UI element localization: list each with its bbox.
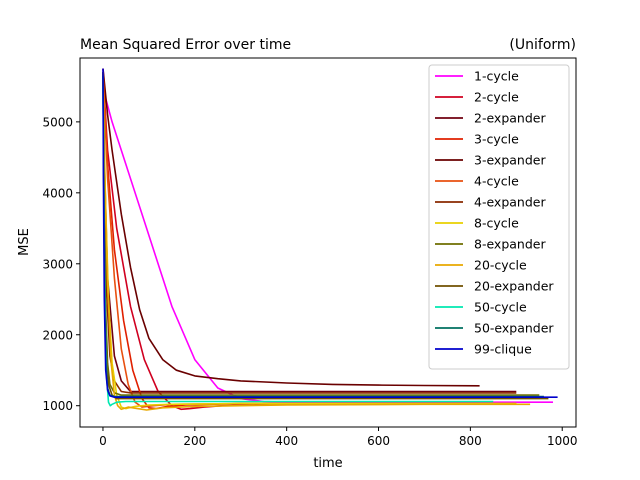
x-tick-label: 800	[459, 434, 482, 448]
legend-label: 3-expander	[474, 153, 546, 168]
legend-label: 20-expander	[474, 279, 554, 294]
legend-label: 1-cycle	[474, 69, 519, 84]
legend-label: 2-cycle	[474, 90, 519, 105]
legend-label: 2-expander	[474, 111, 546, 126]
series-line-3-expander	[102, 68, 480, 387]
x-axis-label: time	[313, 456, 342, 471]
y-tick-label: 1000	[42, 399, 73, 413]
x-tick-label: 400	[275, 434, 298, 448]
axes-frame	[79, 57, 577, 428]
legend-label: 4-cycle	[474, 174, 519, 189]
y-axis: 1000 2000 3000 4000 5000	[42, 115, 80, 413]
chart-title: Mean Squared Error over time	[80, 37, 291, 53]
legend-label: 20-cycle	[474, 258, 527, 273]
series-line-99-clique	[102, 68, 558, 398]
y-tick-label: 4000	[42, 186, 73, 200]
x-tick-label: 1000	[547, 434, 578, 448]
chart-subtitle: (Uniform)	[509, 37, 576, 53]
series-line-20-cycle	[102, 79, 531, 411]
legend-label: 50-cycle	[474, 300, 527, 315]
legend-label: 4-expander	[474, 195, 546, 210]
y-tick-label: 2000	[42, 328, 73, 342]
y-tick-label: 5000	[42, 115, 73, 129]
y-axis-label: MSE	[17, 228, 32, 256]
legend-box	[428, 64, 570, 370]
x-axis: 0 200 400 600 800 1000	[99, 427, 577, 448]
legend: 1-cycle 2-cycle 2-expander 3-cycle 3-expande…	[428, 64, 570, 370]
x-tick-label: 200	[183, 434, 206, 448]
legend-label: 99-clique	[474, 342, 532, 357]
legend-label: 8-cycle	[474, 216, 519, 231]
legend-label: 8-expander	[474, 237, 546, 252]
legend-label: 50-expander	[474, 321, 554, 336]
plot-area	[102, 68, 558, 411]
series-line-4-expander	[102, 72, 517, 394]
y-tick-label: 3000	[42, 257, 73, 271]
x-tick-label: 600	[367, 434, 390, 448]
legend-label: 3-cycle	[474, 132, 519, 147]
series-line-2-cycle	[102, 72, 480, 411]
x-tick-label: 0	[99, 434, 107, 448]
